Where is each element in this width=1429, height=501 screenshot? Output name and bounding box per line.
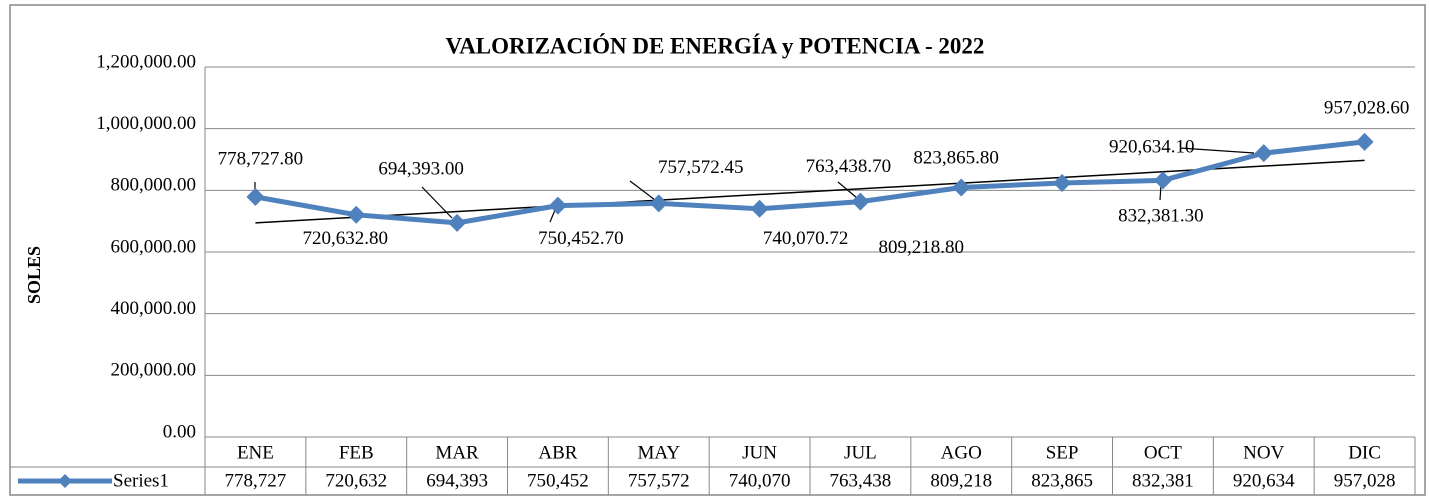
leader-line [837,181,858,199]
data-label: 740,070.72 [763,228,849,249]
leader-line [1159,184,1162,201]
y-tick-label: 1,200,000.00 [96,51,196,72]
x-tick-label: JUL [844,442,877,463]
marker [1153,171,1172,190]
marker [1355,132,1374,151]
marker [851,192,870,211]
x-tick-label: ABR [538,442,577,463]
x-tick-label: AGO [941,442,982,463]
leader-line [549,209,556,223]
data-label: 720,632.80 [303,228,389,249]
table-value: 823,865 [1031,470,1093,491]
table-value: 740,070 [729,470,791,491]
leader-line [629,180,656,201]
marker [649,194,668,213]
marker [1254,144,1273,163]
data-label: 832,381.30 [1118,206,1204,227]
data-label: 694,393.00 [378,158,464,179]
table-value: 809,218 [930,470,992,491]
marker [1053,173,1072,192]
x-tick-label: ENE [237,442,274,463]
trendline [255,159,1365,224]
x-tick-label: MAY [637,442,680,463]
marker [246,187,265,206]
marker [347,205,366,224]
y-axis-title: SOLES [24,246,44,304]
chart-title: VALORIZACIÓN DE ENERGÍA y POTENCIA - 202… [446,32,985,58]
marker [952,178,971,197]
table-value: 778,727 [225,470,287,491]
chart-frame [9,4,1426,496]
marker [448,213,467,232]
y-tick-label: 1,000,000.00 [96,113,196,134]
table-value: 832,381 [1132,470,1194,491]
table-value: 750,452 [527,470,589,491]
data-label: 920,634.10 [1109,136,1195,157]
series-line [254,139,1365,226]
x-tick-label: MAR [435,442,479,463]
y-tick-label: 800,000.00 [111,175,197,196]
data-label: 757,572.45 [658,157,744,178]
y-tick-label: 600,000.00 [111,236,197,257]
table-value: 694,393 [426,470,488,491]
legend-label: Series1 [113,470,169,491]
y-tick-label: 400,000.00 [111,298,197,319]
marker [548,196,567,215]
data-label: 778,727.80 [218,148,304,169]
x-tick-label: SEP [1046,442,1079,463]
data-label: 957,028.60 [1324,97,1410,118]
y-tick-label: 200,000.00 [111,360,197,381]
x-tick-label: NOV [1243,442,1284,463]
leader-line [1179,147,1255,154]
table-value: 920,634 [1233,470,1295,491]
data-label: 809,218.80 [879,237,965,258]
data-label: 763,438.70 [806,156,892,177]
marker [750,199,769,218]
table-value: 763,438 [830,470,892,491]
x-tick-label: JUN [742,442,777,463]
x-tick-label: FEB [339,442,374,463]
x-tick-label: OCT [1144,442,1182,463]
data-label: 823,865.80 [913,147,999,168]
legend-marker [58,474,72,488]
table-value: 720,632 [325,470,387,491]
leader-line [421,186,453,219]
x-tick-label: DIC [1348,442,1381,463]
data-label: 750,452.70 [538,228,624,249]
table-value: 757,572 [628,470,690,491]
y-tick-label: 0.00 [163,421,196,442]
table-value: 957,028 [1334,470,1396,491]
